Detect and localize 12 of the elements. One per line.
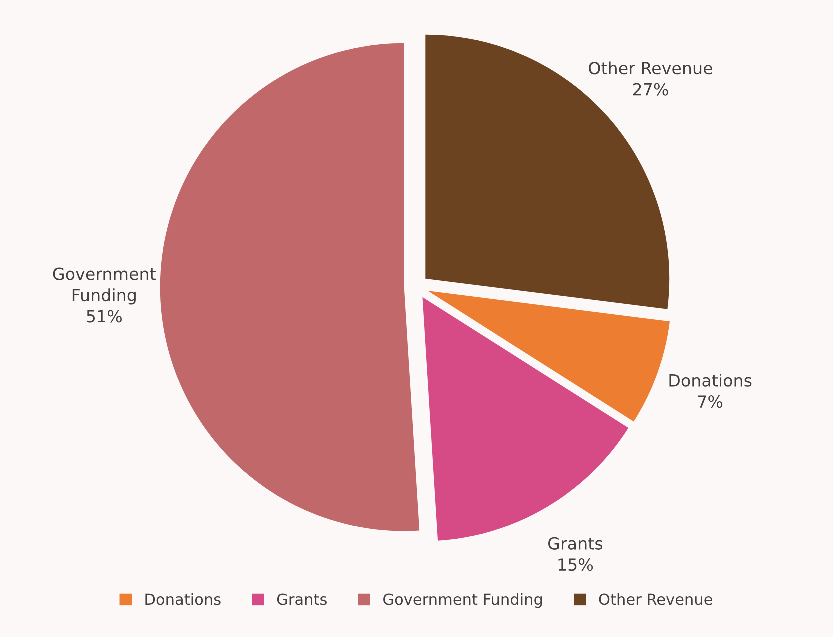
legend-label: Grants xyxy=(277,594,327,606)
data-label: 51% xyxy=(87,310,122,323)
slice-label: Grants xyxy=(548,537,603,550)
legend-label: Other Revenue xyxy=(599,593,712,606)
data-label: 27% xyxy=(633,83,668,96)
slice-label: Other Revenue xyxy=(589,62,712,75)
legend-label: Donations xyxy=(146,593,221,606)
legend-label: Government Funding xyxy=(384,593,542,608)
slice-label: Donations xyxy=(670,374,752,387)
data-label: 15% xyxy=(558,558,594,572)
data-label: 7% xyxy=(698,396,723,408)
slice-label: Government Funding xyxy=(53,268,156,305)
